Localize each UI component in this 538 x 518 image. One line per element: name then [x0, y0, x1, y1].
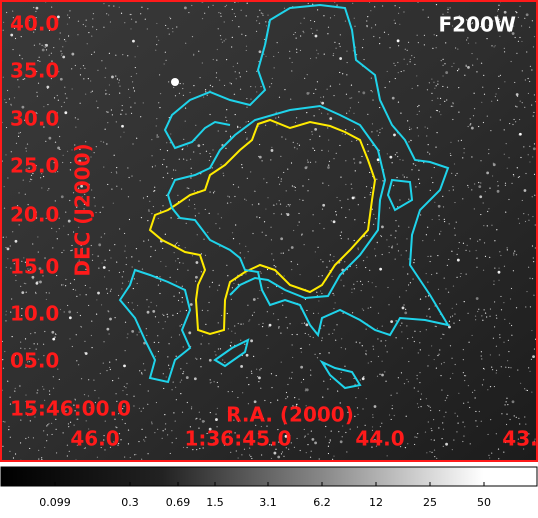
y-tick-label: 10.0 [10, 302, 59, 326]
x-tick-label: 44.0 [355, 427, 404, 451]
contour-yellow [148, 118, 377, 336]
y-tick-label: 25.0 [10, 154, 59, 178]
contour-cyan-blob [213, 338, 250, 368]
x-tick-label: 46.0 [70, 427, 119, 451]
y-axis-title: DEC (J2000) [71, 143, 95, 276]
colorbar-tick-label: 0.3 [121, 496, 139, 509]
y-tick-label: 20.0 [10, 203, 59, 227]
star-field [1, 1, 537, 461]
x-tick-label: 1:36:45.0 [184, 427, 291, 451]
colorbar-tick-label: 25 [423, 496, 437, 509]
colorbar-tick-label: 0.69 [166, 496, 191, 509]
x-axis-title: R.A. (2000) [226, 403, 354, 427]
y-tick-label: 40.0 [10, 12, 59, 36]
x-tick-label: 43. [502, 427, 537, 451]
colorbar-tick-label: 6.2 [313, 496, 331, 509]
colorbar-tick-label: 3.1 [259, 496, 277, 509]
sky-image [0, 0, 538, 462]
y-tick-label: 15:46:00.0 [10, 397, 131, 421]
y-tick-label: 05.0 [10, 349, 59, 373]
colorbar-tick-label: 12 [369, 496, 383, 509]
colorbar-tick-label: 0.099 [39, 496, 71, 509]
contour-cyan-blob [386, 178, 414, 212]
contour-cyan-outer [166, 3, 451, 338]
y-tick-label: 35.0 [10, 59, 59, 83]
panel-label: F200W [439, 13, 516, 37]
colorbar-tick-label: 50 [477, 496, 491, 509]
colorbar-tick-label: 1.5 [206, 496, 224, 509]
contour-cyan-left [118, 268, 192, 384]
contour-cyan-blob [319, 359, 362, 390]
y-tick-label: 15.0 [10, 255, 59, 279]
contour-cyan-top [163, 44, 267, 150]
image-frame [0, 0, 538, 462]
colorbar [0, 466, 538, 487]
y-tick-label: 30.0 [10, 107, 59, 131]
